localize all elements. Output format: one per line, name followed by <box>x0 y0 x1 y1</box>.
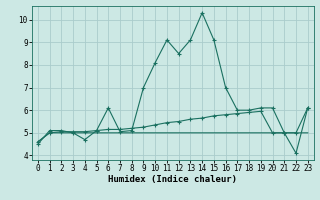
X-axis label: Humidex (Indice chaleur): Humidex (Indice chaleur) <box>108 175 237 184</box>
